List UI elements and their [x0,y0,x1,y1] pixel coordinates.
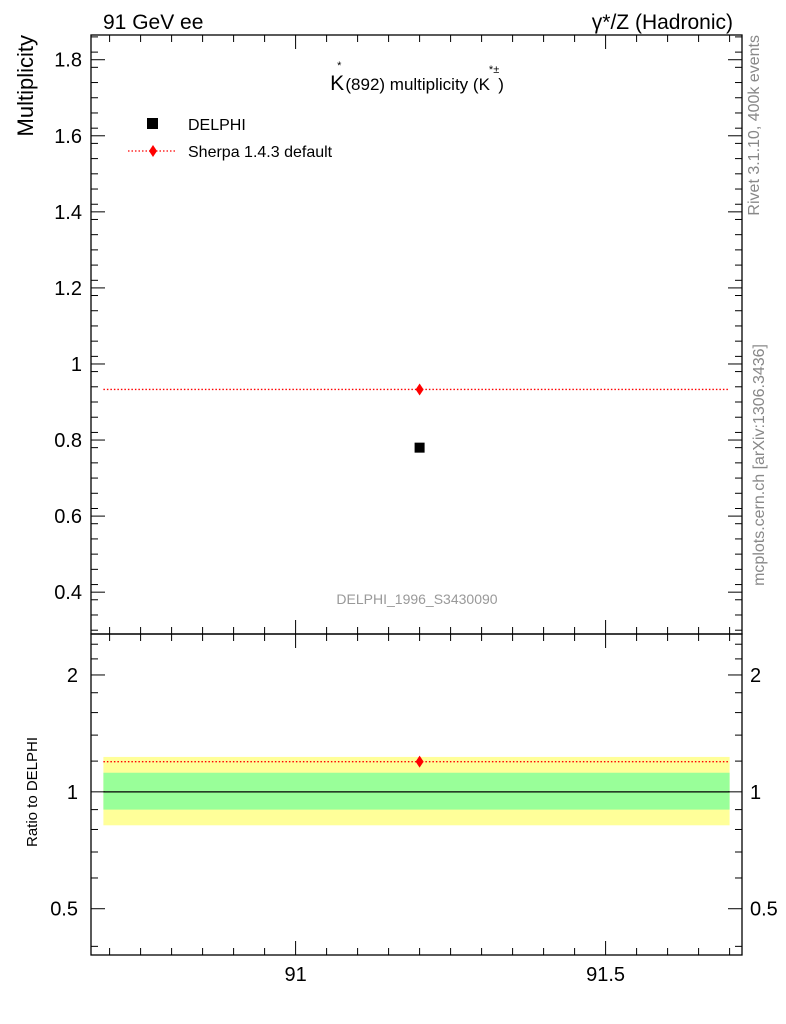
x-tick-label: 91.5 [586,964,625,986]
legend: DELPHI Sherpa 1.4.3 default [128,117,333,161]
chart-title: K*(892) multiplicity (K*±) [330,60,504,95]
ratio-y-tick-label-left: 0.5 [50,899,78,921]
ratio-panel: 0.5 0.5 1 1 2 2 91 91.5 Ratio to DELPHI [24,633,778,986]
legend-label-sherpa: Sherpa 1.4.3 default [188,144,333,161]
ratio-ylabel: Ratio to DELPHI [24,737,41,847]
main-ylabel: Multiplicity [13,35,38,136]
y-tick-label: 1 [71,354,82,376]
uncertainty-band [103,772,730,810]
main-y-ticks: 0.4 0.6 0.8 1 1.2 1.4 1.6 1.8 [54,36,742,631]
title-main: (892) multiplicity (K [345,75,490,94]
ratio-sherpa-marker [415,755,424,768]
ratio-y-tick-label-right: 0.5 [750,899,778,921]
y-tick-label: 1.2 [54,278,82,300]
ratio-y-tick-label-right: 1 [750,782,761,804]
ratio-y-ticks: 0.5 0.5 1 1 2 2 [50,643,778,947]
header-right: γ*/Z (Hadronic) [592,11,733,34]
y-tick-label: 1.4 [54,202,82,224]
main-x-ticks [109,35,731,634]
header-left: 91 GeV ee [103,11,203,34]
title-close: ) [498,75,504,94]
main-panel: 0.4 0.6 0.8 1 1.2 1.4 1.6 1.8 Multiplicity K*(8… [13,34,743,635]
rivet-label: Rivet 3.1.10, 400k events [746,35,763,216]
mcplots-label: mcplots.cern.ch [arXiv:1306.3436] [751,344,768,586]
y-tick-label: 1.8 [54,50,82,72]
delphi-marker [414,442,425,453]
y-tick-label: 0.6 [54,506,82,528]
y-tick-label: 0.4 [54,582,82,604]
ratio-data [103,755,730,768]
ratio-x-ticks: 91 91.5 [109,634,731,986]
ratio-y-tick-label-left: 2 [67,665,78,687]
ratio-y-tick-label-left: 1 [67,782,78,804]
title-sup: *± [489,64,499,76]
title-k: K [330,72,344,95]
y-tick-label: 0.8 [54,430,82,452]
y-tick-label: 1.6 [54,126,82,148]
watermark: DELPHI_1996_S3430090 [336,591,497,607]
ratio-frame [90,633,743,956]
ratio-bands [103,756,730,826]
legend-marker-delphi [147,118,158,129]
ratio-y-tick-label-right: 2 [750,665,761,687]
x-tick-label: 91 [284,964,306,986]
title-star: * [337,60,342,72]
sherpa-marker [415,383,424,396]
legend-label-delphi: DELPHI [188,117,246,134]
legend-marker-sherpa [149,145,157,157]
main-data [103,383,730,453]
